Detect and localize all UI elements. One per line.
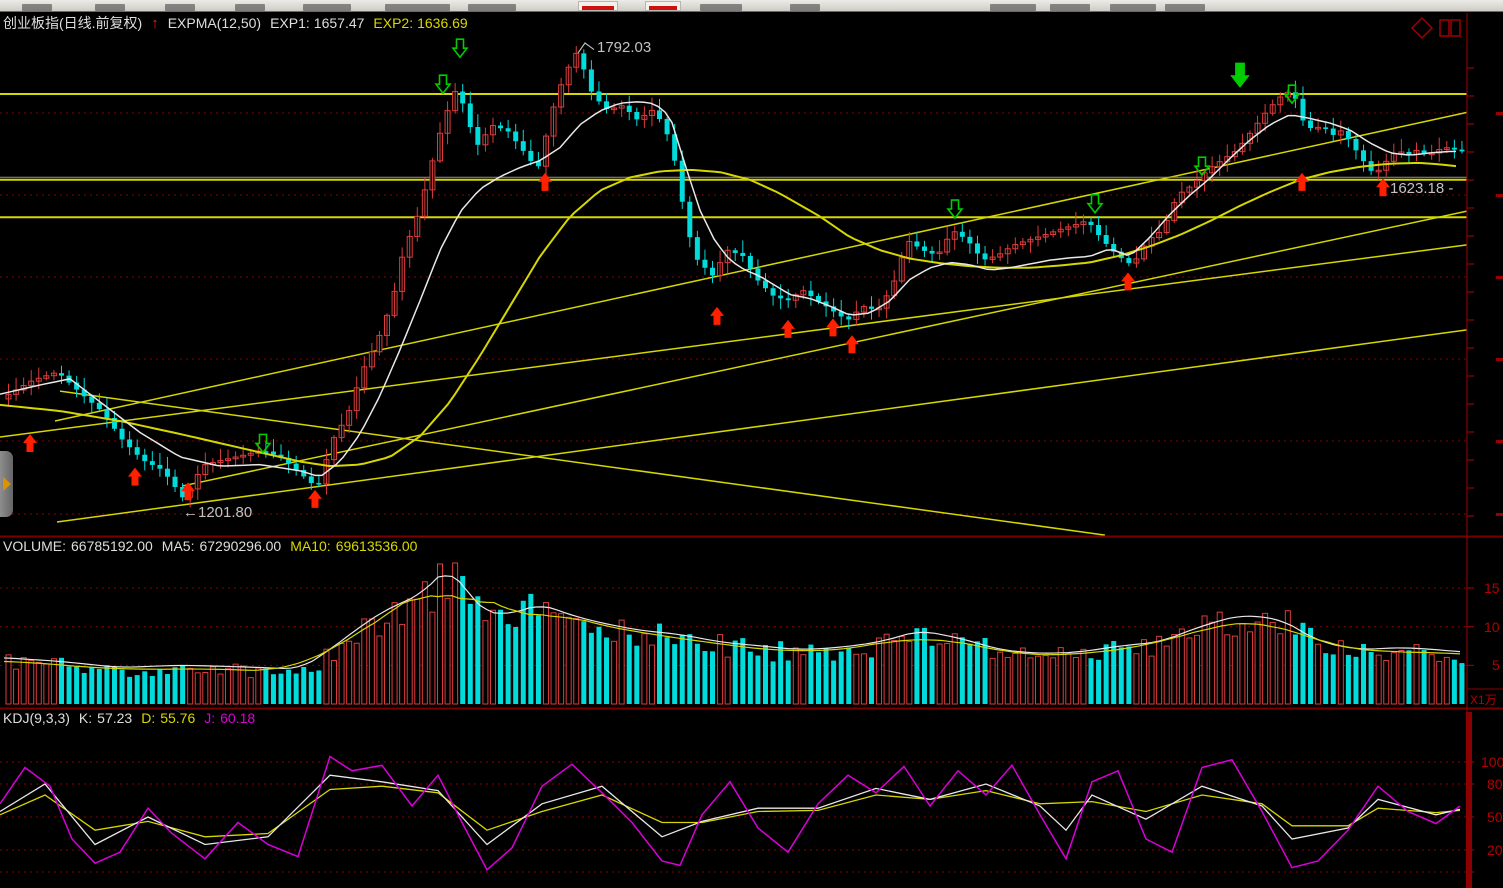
sell-signal-arrow-icon bbox=[434, 74, 452, 95]
toolbar-button-fragment[interactable] bbox=[22, 4, 52, 11]
j-value: 60.18 bbox=[220, 710, 256, 726]
toolbar-red-button[interactable] bbox=[578, 1, 618, 11]
exp1-value: 1657.47 bbox=[313, 15, 365, 31]
exp2-value: 1636.69 bbox=[417, 15, 468, 31]
exp1-label: EXP1: bbox=[270, 15, 310, 31]
toolbar-button-fragment[interactable] bbox=[790, 4, 820, 11]
volume-bars-layer bbox=[5, 562, 1465, 705]
sell-signal-arrow-icon bbox=[451, 38, 469, 59]
buy-signal-arrow-icon bbox=[845, 335, 859, 354]
buy-signal-arrow-icon bbox=[1295, 172, 1309, 191]
kdj-header: KDJ(9,3,3) K: 57.23 D: 55.76 J: 60.18 bbox=[3, 710, 264, 727]
last-price-tag: 1623.18 - bbox=[1390, 180, 1454, 197]
candles-layer bbox=[5, 52, 1465, 498]
kdj-axis-label-50: 50 bbox=[1487, 809, 1503, 825]
kdj-axis-label-100: 100 bbox=[1481, 754, 1503, 770]
exp2-label: EXP2: bbox=[373, 15, 414, 31]
sell-signal-arrow-icon bbox=[1086, 193, 1104, 214]
volume-header: VOLUME: 66785192.00 MA5: 67290296.00 MA10: 69… bbox=[3, 538, 426, 555]
indicator-name: EXPMA(12,50) bbox=[167, 15, 262, 31]
toolbar-button-fragment[interactable] bbox=[1165, 4, 1205, 11]
ma5-value: 67290296.00 bbox=[199, 538, 282, 554]
toolbar-button-fragment[interactable] bbox=[700, 4, 742, 11]
k-value: 57.23 bbox=[97, 710, 133, 726]
top-toolbar bbox=[0, 0, 1503, 12]
ma5-label: MA5: bbox=[161, 538, 195, 554]
toolbar-button-fragment[interactable] bbox=[303, 4, 351, 11]
buy-signal-arrow-icon bbox=[826, 318, 840, 337]
trough-price-label: ←1201.80 bbox=[183, 504, 253, 521]
buy-signal-arrow-icon bbox=[1121, 272, 1135, 291]
sell-signal-arrow-icon bbox=[946, 199, 964, 220]
toolbar-button-fragment[interactable] bbox=[385, 4, 450, 11]
toolbar-button-fragment[interactable] bbox=[95, 4, 125, 11]
up-arrow-icon: ↑ bbox=[151, 15, 159, 32]
symbol-title: 创业板指(日线.前复权) bbox=[3, 15, 143, 31]
sidebar-expander-button[interactable] bbox=[0, 451, 13, 517]
ma10-value: 69613536.00 bbox=[335, 538, 418, 554]
rect-tool-icon[interactable] bbox=[1439, 19, 1450, 37]
buy-signal-arrow-icon bbox=[308, 489, 322, 508]
toolbar-button-fragment[interactable] bbox=[1050, 4, 1090, 11]
volume-axis-label-10: 10 bbox=[1484, 619, 1500, 635]
kdj-axis-bar bbox=[1466, 712, 1472, 888]
kdj-axis-label-20: 20 bbox=[1487, 842, 1503, 858]
d-value: 55.76 bbox=[160, 710, 196, 726]
diamond-tool-icon[interactable] bbox=[1410, 16, 1434, 40]
sell-signal-arrow-solid-icon bbox=[1230, 62, 1250, 88]
sell-signal-arrow-icon bbox=[1283, 84, 1301, 105]
main-chart-header: 创业板指(日线.前复权) ↑ EXPMA(12,50) EXP1: 1657.47 EXP… bbox=[3, 15, 477, 32]
buy-signal-arrow-icon bbox=[23, 433, 37, 452]
expand-right-icon bbox=[3, 477, 11, 491]
peak-price-label: 1792.03 bbox=[597, 39, 652, 56]
volume-unit-label: X1万 bbox=[1470, 693, 1497, 707]
kdj-axis-label-80: 80 bbox=[1487, 776, 1503, 792]
buy-signal-arrow-icon bbox=[128, 467, 142, 486]
toolbar-button-fragment[interactable] bbox=[1110, 4, 1156, 11]
volume-axis-label-5: 5 bbox=[1492, 657, 1500, 673]
sell-signal-arrow-icon bbox=[254, 433, 272, 454]
volume-label: VOLUME: bbox=[3, 538, 67, 554]
buy-signal-arrow-icon bbox=[1376, 178, 1390, 197]
buy-signal-arrow-icon bbox=[181, 482, 195, 501]
rect-tool-icon-2[interactable] bbox=[1450, 19, 1461, 37]
chart-canvas[interactable] bbox=[0, 12, 1503, 888]
sell-signal-arrow-icon bbox=[1193, 156, 1211, 177]
j-label: J: bbox=[204, 710, 216, 726]
buy-signal-arrow-icon bbox=[538, 172, 552, 191]
toolbar-button-fragment[interactable] bbox=[235, 4, 265, 11]
volume-value: 66785192.00 bbox=[71, 538, 153, 554]
toolbar-button-fragment[interactable] bbox=[468, 4, 516, 11]
toolbar-red-button[interactable] bbox=[645, 1, 681, 11]
toolbar-button-fragment[interactable] bbox=[990, 4, 1036, 11]
ma10-label: MA10: bbox=[290, 538, 331, 554]
toolbar-button-fragment[interactable] bbox=[165, 4, 195, 11]
buy-signal-arrow-icon bbox=[781, 319, 795, 338]
buy-signal-arrow-icon bbox=[710, 306, 724, 325]
d-label: D: bbox=[141, 710, 156, 726]
volume-axis-label-15: 15 bbox=[1484, 580, 1500, 596]
kdj-name: KDJ(9,3,3) bbox=[3, 710, 70, 726]
k-label: K: bbox=[78, 710, 93, 726]
